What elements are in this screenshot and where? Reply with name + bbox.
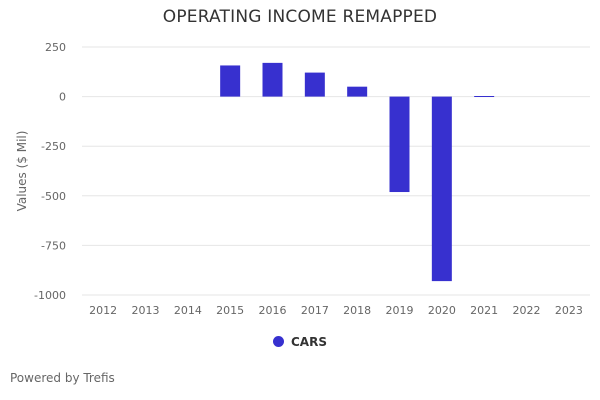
gridlines (82, 46, 590, 296)
x-tick-label: 2018 (343, 304, 371, 317)
x-tick-label: 2013 (132, 304, 160, 317)
y-tick-label: -1000 (34, 289, 66, 302)
x-tick-label: 2023 (555, 304, 583, 317)
chart-title: OPERATING INCOME REMAPPED (162, 7, 438, 27)
y-tick-label: 250 (45, 41, 66, 54)
legend[interactable]: CARS (0, 335, 600, 349)
y-tick-label: -750 (41, 239, 66, 252)
legend-marker-icon (273, 336, 284, 347)
legend-label: CARS (291, 335, 327, 349)
bar-2016[interactable] (262, 62, 283, 97)
bar-2020[interactable] (431, 96, 452, 282)
x-axis-ticks: 2012 2013 2014 2015 2016 2017 2018 2019 2020 2021… (89, 304, 583, 317)
y-tick-label: -250 (41, 140, 66, 153)
x-tick-label: 2015 (216, 304, 244, 317)
x-tick-label: 2019 (386, 304, 414, 317)
y-axis-ticks: 250 0 -250 -500 -750 -1000 (34, 41, 66, 302)
x-tick-label: 2022 (513, 304, 541, 317)
bar-2015[interactable] (220, 65, 241, 97)
x-tick-label: 2021 (470, 304, 498, 317)
bar-2019[interactable] (389, 96, 410, 193)
x-tick-label: 2016 (259, 304, 287, 317)
x-tick-label: 2014 (174, 304, 202, 317)
x-tick-label: 2017 (301, 304, 329, 317)
x-tick-label: 2020 (428, 304, 456, 317)
y-axis-label: Values ($ Mil) (15, 131, 29, 212)
bar-2021[interactable] (474, 96, 495, 98)
powered-by-credit: Powered by Trefis (10, 371, 115, 385)
y-tick-label: 0 (59, 91, 66, 104)
x-tick-label: 2012 (89, 304, 117, 317)
bars (220, 62, 495, 282)
bar-2018[interactable] (347, 86, 368, 97)
y-tick-label: -500 (41, 190, 66, 203)
bar-2017[interactable] (304, 72, 325, 97)
